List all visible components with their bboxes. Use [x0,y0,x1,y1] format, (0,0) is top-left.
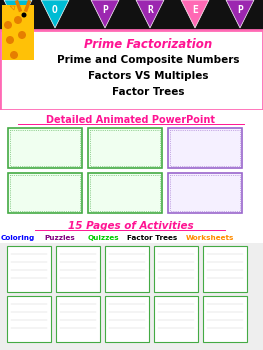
Bar [10,130,80,166]
Text: O: O [52,5,58,15]
Text: Prime and Composite Numbers: Prime and Composite Numbers [57,55,239,65]
Circle shape [10,51,18,59]
Bar [203,246,247,292]
Bar [170,130,240,166]
Bar [90,175,160,211]
Polygon shape [181,0,209,28]
Bar [203,296,247,342]
Text: Worksheets: Worksheets [186,235,234,241]
Bar [168,128,242,168]
Bar [88,128,162,168]
Text: E: E [192,5,198,15]
Text: Coloring: Coloring [1,235,35,241]
Bar [154,296,198,342]
Bar [7,296,51,342]
Circle shape [6,36,14,44]
Bar [0,0,263,30]
Text: R: R [147,5,153,15]
Bar [90,130,160,166]
Circle shape [22,13,27,18]
Text: Detailed Animated PowerPoint: Detailed Animated PowerPoint [47,115,215,125]
Text: N: N [15,5,21,15]
Text: P: P [102,5,108,15]
Text: 15 Pages of Activities: 15 Pages of Activities [68,221,194,231]
Bar [0,218,263,243]
Bar [10,175,80,211]
Bar [7,246,51,292]
Polygon shape [4,0,32,28]
Bar [0,243,263,350]
Text: Factors VS Multiples: Factors VS Multiples [88,71,208,81]
Bar [56,246,100,292]
Text: Factor Trees: Factor Trees [127,235,177,241]
Bar [105,296,149,342]
Bar [8,128,82,168]
Circle shape [14,16,22,24]
Circle shape [18,31,26,39]
Bar [168,173,242,213]
Bar [88,173,162,213]
Bar [0,110,263,218]
Bar [0,30,263,110]
Text: Prime Factorization: Prime Factorization [84,37,212,50]
Bar [170,175,240,211]
Polygon shape [226,0,254,28]
Polygon shape [91,0,119,28]
Bar [56,296,100,342]
Text: Quizzes: Quizzes [87,235,119,241]
Text: Factor Trees: Factor Trees [112,87,184,97]
Bar [154,246,198,292]
Bar [105,246,149,292]
Text: P: P [237,5,243,15]
Polygon shape [41,0,69,28]
Circle shape [4,21,12,29]
Text: Puzzles: Puzzles [45,235,75,241]
Bar [8,173,82,213]
Polygon shape [10,6,15,10]
Polygon shape [136,0,164,28]
Bar [2,5,34,60]
